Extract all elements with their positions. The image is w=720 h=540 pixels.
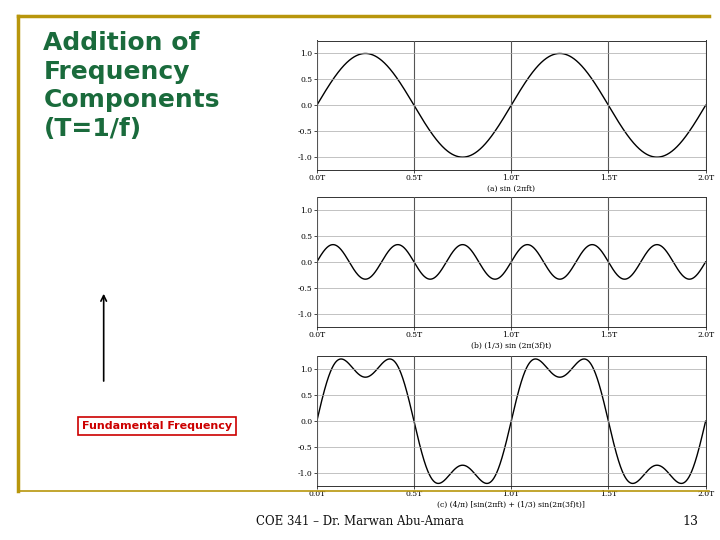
X-axis label: (b) (1/3) sin (2π(3f)t): (b) (1/3) sin (2π(3f)t) [471,342,552,349]
X-axis label: (c) (4/π) [sin(2πft) + (1/3) sin(2π(3f)t)]: (c) (4/π) [sin(2πft) + (1/3) sin(2π(3f)t… [437,501,585,509]
Text: Fundamental Frequency: Fundamental Frequency [82,421,232,430]
X-axis label: (a) sin (2πft): (a) sin (2πft) [487,185,535,193]
Text: COE 341 – Dr. Marwan Abu-Amara: COE 341 – Dr. Marwan Abu-Amara [256,515,464,528]
Text: 13: 13 [683,515,698,528]
Text: Addition of
Frequency
Components
(T=1/f): Addition of Frequency Components (T=1/f) [43,31,220,141]
